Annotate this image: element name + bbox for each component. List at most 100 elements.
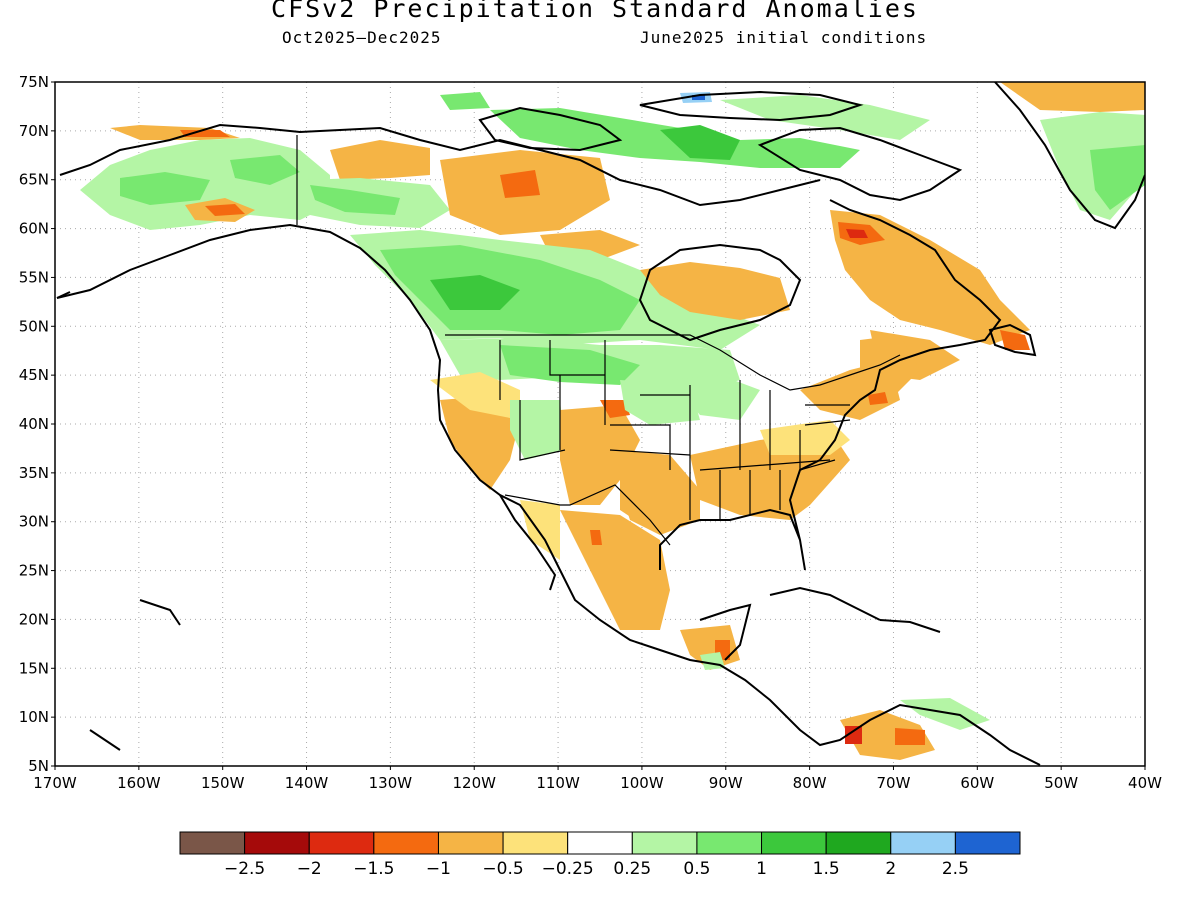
anomaly-area-arctic-islands-wet-light [720, 95, 930, 140]
anomaly-area-great-basin-wet [510, 400, 565, 460]
colorbar-label: 0.25 [613, 859, 651, 879]
anomaly-area-mexico-dry [560, 510, 670, 630]
lon-label: 110W [536, 774, 580, 792]
colorbar-swatch [825, 831, 892, 855]
anomaly-area-arctic-coast-dry-strong [180, 130, 230, 137]
coastline-greenland [994, 82, 1145, 230]
anomaly-area-western-canada-wet-strong [430, 275, 520, 310]
anomaly-area-quebec-labrador-dry [830, 210, 1030, 345]
lat-label: 65N [19, 171, 49, 189]
lon-label: 50W [1044, 774, 1078, 792]
lat-label: 20N [19, 610, 49, 628]
anomaly-area-alaska-wet-core [120, 172, 210, 205]
anomaly-area-southeast-light-dry [760, 420, 850, 455]
political-boundaries [296, 135, 901, 546]
colorbar-swatch [373, 831, 439, 855]
anomaly-area-new-england-dry [860, 335, 920, 400]
colorbar [179, 831, 1021, 855]
anomaly-area-california-dry [440, 395, 520, 490]
coastline-victoria-island [478, 106, 623, 152]
coastline-aleutians [56, 291, 181, 751]
colorbar-swatch [954, 831, 1021, 855]
colorbar-label: −0.25 [542, 859, 594, 879]
lon-label: 60W [960, 774, 994, 792]
anomaly-area-colombia-dry [840, 710, 935, 760]
lat-label: 70N [19, 122, 49, 140]
boundary-usa-mexico [504, 484, 671, 546]
forecast-period: Oct2025—Dec2025 [282, 28, 442, 47]
colorbar-swatch [308, 831, 375, 855]
coastlines [56, 82, 1145, 766]
coastline-arctic [59, 123, 821, 207]
latitude-labels: 75N 70N 65N 60N 55N 50N 45N 40N 35N 30N 25N 20N 15N 1… [19, 73, 55, 775]
colorbar-swatch [244, 831, 310, 855]
colorbar-label: 0.5 [683, 859, 710, 879]
anomaly-area-yukon-wet-core [310, 185, 400, 215]
colorbar-labels: −2.5 −2 −1.5 −1 −0.5 −0.25 0.25 0.5 1 1.5 2 2.5 [224, 859, 969, 879]
anomaly-area-greenland-dry [1000, 82, 1145, 112]
colorbar-swatch [696, 831, 763, 855]
colorbar-label: 1.5 [813, 859, 840, 879]
anomaly-area-yukon-dry [330, 140, 430, 180]
colorbar-swatch [631, 831, 698, 855]
lon-label: 160W [117, 774, 161, 792]
lon-label: 150W [201, 774, 245, 792]
colorbar-label: −0.5 [482, 859, 523, 879]
anomaly-area-venezuela-wet [900, 698, 990, 730]
colorbar-label: 1 [756, 859, 767, 879]
coastline-ellesmere-island [639, 90, 864, 122]
lat-label: 15N [19, 659, 49, 677]
anomaly-area-newfoundland-dry-strong [1000, 330, 1030, 350]
lon-label: 130W [369, 774, 413, 792]
lon-label: 170W [33, 774, 77, 792]
lat-label: 35N [19, 464, 49, 482]
coastline-yucatan [699, 603, 752, 661]
longitude-labels: 170W 160W 150W 140W 130W 120W 110W 100W 90W 80W 70… [33, 766, 1162, 792]
anomaly-area-north-central-canada-dry-strong [500, 170, 540, 198]
anomaly-area-northern-mexico-dry [620, 490, 700, 535]
lon-label: 140W [285, 774, 329, 792]
lat-label: 50N [19, 317, 49, 335]
colorbar-swatch [890, 831, 956, 855]
coastline-newfoundland [988, 323, 1037, 357]
colorbar-label: 2.5 [942, 859, 969, 879]
lon-label: 120W [452, 774, 496, 792]
lat-label: 40N [19, 415, 49, 433]
colorbar-swatch [179, 831, 246, 855]
colorbar-swatch [567, 831, 633, 855]
lat-label: 25N [19, 562, 49, 580]
colorbar-swatch [761, 831, 827, 855]
anomaly-area-greenland-wet-strong [1090, 145, 1145, 210]
coastline-baja-california [499, 494, 557, 591]
lat-label: 60N [19, 220, 49, 238]
lat-label: 75N [19, 73, 49, 91]
coastline-hispaniola [879, 619, 941, 633]
coastline-gulf-and-east [659, 199, 1002, 571]
anomaly-area-alaska-wet-east [230, 155, 300, 185]
anomaly-area-mexico-dry-strong [590, 530, 602, 545]
coastline-cuba [769, 586, 881, 621]
lon-label: 70W [877, 774, 911, 792]
colorbar-label: −2 [297, 859, 322, 879]
lat-label: 45N [19, 366, 49, 384]
anomaly-area-west-light-dry [430, 372, 520, 420]
anomaly-shading [80, 82, 1145, 760]
anomaly-area-colombia-dry-strong [895, 728, 925, 745]
boundary-canada-usa [445, 334, 901, 391]
colorbar-label: −1 [426, 859, 451, 879]
colorbar-swatch [437, 831, 504, 855]
anomaly-area-hudson-bay-dry [640, 262, 790, 320]
coastline-hudson-bay [638, 243, 802, 342]
anomaly-area-colorado-dry-strong [600, 400, 630, 418]
lon-label: 100W [620, 774, 664, 792]
lat-label: 30N [19, 513, 49, 531]
anomaly-area-mexico-light-dry [520, 500, 560, 560]
lat-label: 5N [28, 757, 49, 775]
anomaly-area-northern-quebec-dry-very-strong [846, 229, 868, 238]
lat-label: 55N [19, 268, 49, 286]
anomaly-area-alaska-dry-strong [205, 204, 245, 216]
colorbar-label: −2.5 [224, 859, 265, 879]
colorbar-swatch [502, 831, 569, 855]
coastline-baffin-island [757, 126, 963, 202]
